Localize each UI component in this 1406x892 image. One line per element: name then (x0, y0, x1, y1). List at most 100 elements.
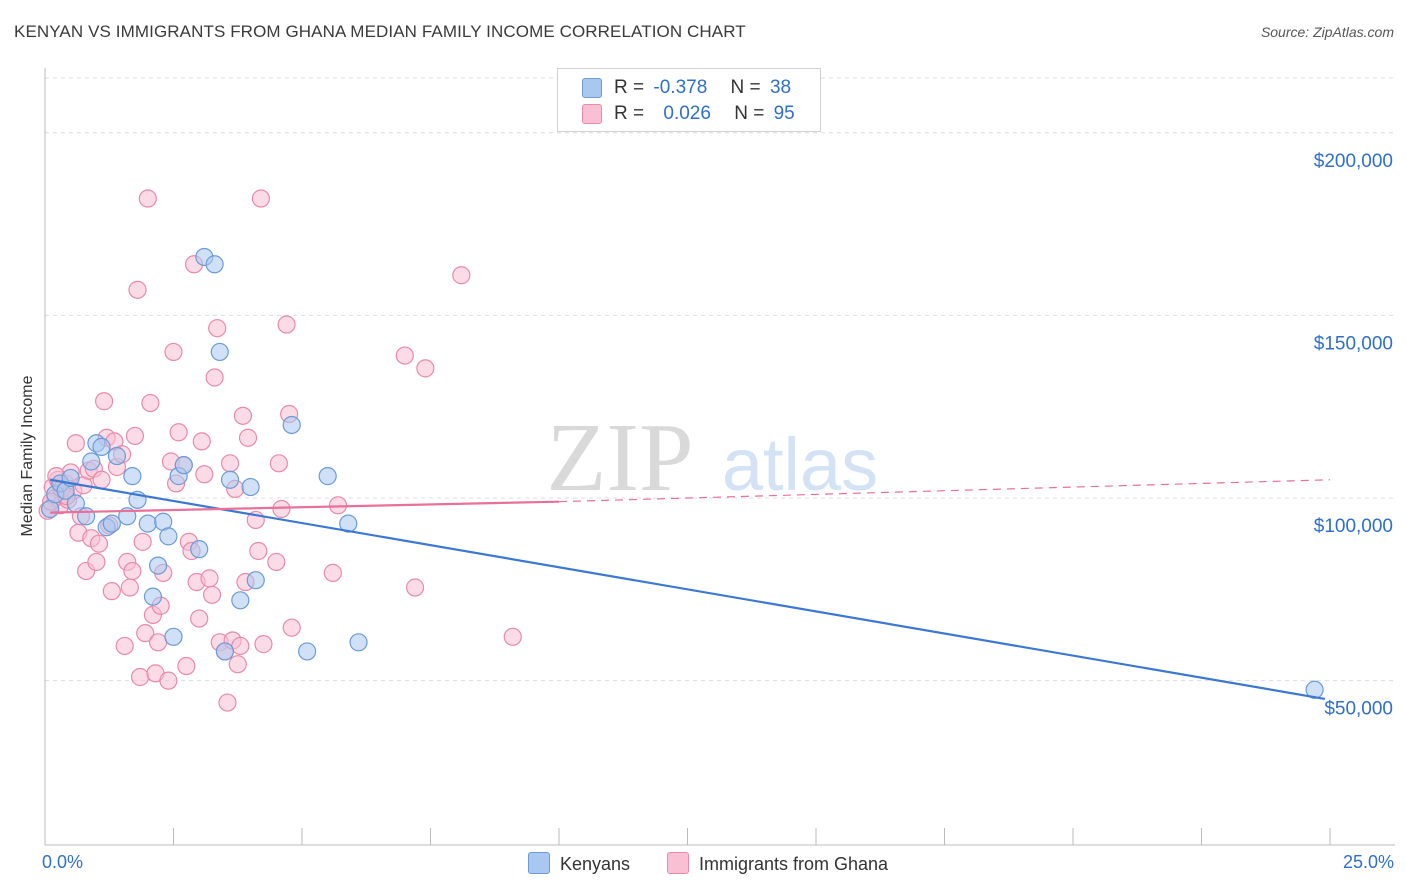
axes (44, 68, 1395, 846)
data-point (298, 642, 317, 661)
data-point (282, 415, 301, 435)
data-point (130, 667, 150, 687)
data-point (102, 582, 121, 601)
legend-n-label: N = (734, 103, 765, 124)
data-point (177, 656, 196, 676)
trend-line-ghana-extension (558, 479, 1331, 503)
stats-legend: R = -0.378 N = 38 R = 0.026 N = 95 (557, 68, 821, 132)
data-point (128, 280, 147, 299)
watermark: ZIP atlas (547, 404, 879, 512)
bottom-legend-swatch-ghana (667, 852, 689, 874)
data-point (66, 434, 85, 453)
data-point (148, 633, 168, 652)
watermark-zip: ZIP (547, 404, 694, 512)
data-point (323, 563, 342, 582)
data-point (143, 587, 163, 606)
data-point (218, 693, 237, 712)
data-point (164, 342, 183, 362)
data-point (174, 456, 193, 475)
data-point (251, 189, 270, 208)
data-point (215, 642, 234, 661)
trend-line-ghana (50, 500, 560, 514)
data-point (267, 552, 286, 572)
y-tick-label: $200,000 (1314, 151, 1393, 172)
data-point (159, 527, 178, 546)
data-point (452, 266, 471, 285)
data-point (1305, 680, 1324, 699)
data-point (208, 319, 227, 338)
x-tick-min: 0.0% (42, 852, 84, 872)
data-point (233, 406, 252, 425)
data-point (77, 507, 96, 526)
bottom-legend-label-kenyans: Kenyans (560, 854, 631, 874)
data-point (238, 428, 258, 447)
data-point (102, 514, 121, 533)
data-point (195, 465, 214, 484)
data-point (138, 189, 157, 208)
data-point (200, 569, 219, 588)
y-tick-label: $100,000 (1314, 516, 1393, 537)
legend-swatch-kenyans (582, 78, 602, 98)
data-point (169, 423, 188, 442)
data-point (205, 255, 224, 274)
data-point (254, 635, 273, 654)
data-point (138, 514, 157, 533)
legend-r-label: R = (614, 103, 645, 124)
data-point (202, 585, 222, 604)
data-point (349, 633, 368, 652)
bottom-legend-swatch-kenyans (528, 852, 550, 874)
data-point (190, 609, 209, 628)
chart-title: KENYAN VS IMMIGRANTS FROM GHANA MEDIAN F… (14, 22, 746, 41)
legend-r-value-ghana: 0.026 (663, 103, 711, 124)
data-point (220, 454, 240, 473)
y-tick-label: $50,000 (1324, 699, 1393, 720)
data-point (123, 561, 142, 581)
data-point (395, 346, 414, 365)
data-point (120, 578, 139, 597)
data-point (269, 454, 288, 473)
watermark-atlas: atlas (722, 423, 878, 506)
data-point (148, 556, 168, 575)
data-point (92, 470, 111, 489)
data-point (318, 467, 337, 486)
data-point (246, 571, 265, 590)
data-point (123, 467, 142, 486)
x-tick-max: 25.0% (1342, 852, 1394, 872)
data-point (282, 618, 301, 637)
legend-n-value-kenyans: 38 (769, 77, 792, 98)
bottom-legend-label-ghana: Immigrants from Ghana (699, 854, 889, 874)
data-point (136, 624, 155, 643)
data-point (277, 315, 296, 334)
series-kenyans-points (41, 247, 1324, 699)
data-point (92, 437, 111, 456)
data-point (231, 591, 250, 610)
data-point (82, 452, 101, 471)
data-point (228, 655, 247, 674)
data-point (272, 499, 291, 519)
data-point (133, 532, 152, 551)
source-label: Source: ZipAtlas.com (1260, 24, 1394, 40)
legend-swatch-ghana (582, 104, 602, 124)
data-point (190, 540, 209, 559)
data-point (220, 470, 240, 489)
data-point (159, 671, 178, 690)
data-point (115, 636, 134, 656)
data-point (95, 392, 114, 411)
data-point (192, 432, 211, 451)
data-point (241, 477, 260, 497)
data-point (107, 446, 127, 466)
data-point (141, 393, 160, 413)
data-point (231, 636, 250, 656)
data-point (89, 534, 109, 553)
data-point (503, 627, 522, 646)
y-tick-label: $150,000 (1314, 333, 1393, 354)
data-point (405, 578, 425, 597)
bottom-legend-ghana: Immigrants from Ghana (667, 852, 888, 875)
legend-r-value-kenyans: -0.378 (653, 77, 708, 98)
bottom-legend-kenyans: Kenyans (528, 852, 630, 875)
data-point (210, 342, 229, 362)
legend-n-value-ghana: 95 (773, 103, 795, 124)
data-point (87, 552, 106, 572)
data-point (205, 368, 224, 387)
